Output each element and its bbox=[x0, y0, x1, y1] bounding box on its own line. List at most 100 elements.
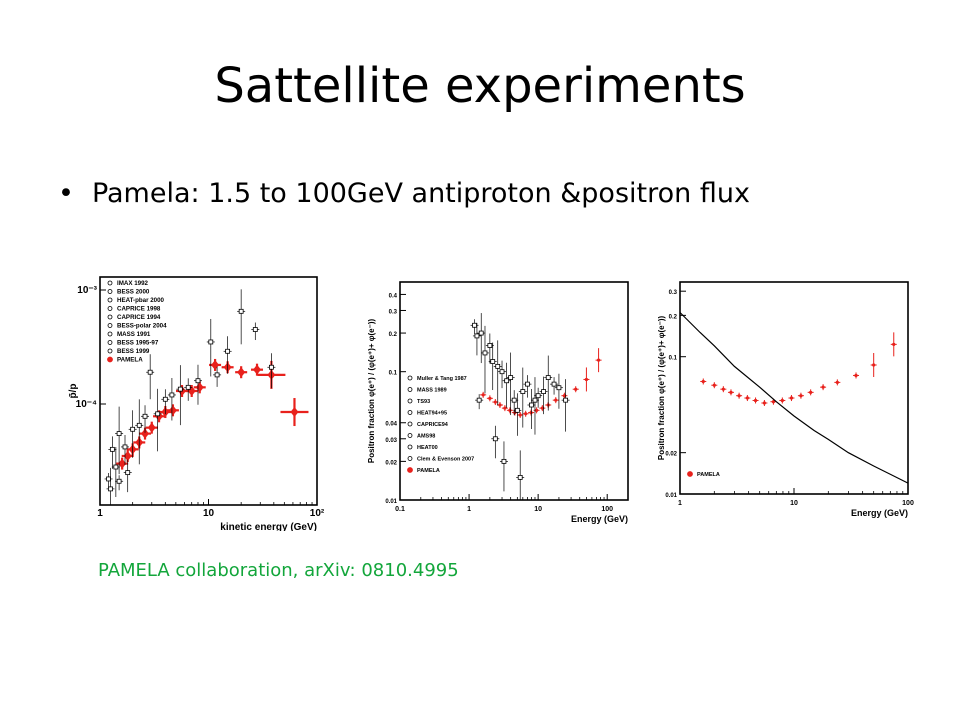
positron-fraction-chart-all: 0.1 1 10 100 0.4 0.3 0.2 0.1 0.04 0.03 0.02 0.01 Ene… bbox=[367, 281, 629, 524]
pamela-point bbox=[290, 407, 299, 418]
y-axis-label: p̄/p bbox=[68, 384, 79, 399]
y-tick-label: 0.2 bbox=[389, 332, 398, 338]
pamela-point bbox=[518, 413, 522, 417]
pamela-point bbox=[872, 363, 876, 367]
data-point bbox=[541, 389, 547, 394]
legend-label: MASS 1989 bbox=[417, 388, 447, 394]
legend-marker bbox=[107, 280, 113, 286]
x-tick-label: 1 bbox=[97, 508, 103, 519]
legend-label: CAPRICE 1998 bbox=[117, 306, 161, 313]
data-point bbox=[116, 431, 122, 436]
legend-label: MASS 1991 bbox=[117, 331, 151, 338]
legend-label: BESS 1995-97 bbox=[117, 340, 159, 347]
legend-label: PAMELA bbox=[117, 357, 143, 364]
data-point bbox=[487, 343, 493, 348]
legend-label: HEAT94+95 bbox=[417, 411, 447, 417]
pamela-point bbox=[535, 408, 539, 412]
data-point bbox=[162, 396, 168, 402]
x-tick-label: 10² bbox=[310, 508, 325, 519]
pamela-point bbox=[835, 380, 839, 384]
data-point bbox=[238, 308, 244, 314]
pamela-point bbox=[508, 408, 512, 412]
data-point bbox=[551, 381, 557, 387]
legend-marker bbox=[107, 331, 113, 337]
y-axis-label: Positron fraction φ(e⁺) / (φ(e⁺)+ φ(e⁻)) bbox=[367, 319, 376, 464]
data-point bbox=[556, 385, 562, 391]
data-point bbox=[545, 375, 551, 380]
data-point bbox=[113, 464, 119, 470]
legend-label: CAPRICE 1994 bbox=[117, 314, 161, 321]
bullet-item: • Pamela: 1.5 to 100GeV antiproton &posit… bbox=[58, 178, 750, 209]
legend-label: BESS-polar 2004 bbox=[117, 323, 167, 330]
pamela-point bbox=[584, 377, 589, 382]
data-point bbox=[492, 436, 498, 442]
legend-marker bbox=[107, 314, 113, 320]
data-point bbox=[474, 333, 480, 339]
data-point bbox=[125, 470, 131, 476]
data-point bbox=[482, 350, 488, 356]
x-axis-label: kinetic energy (GeV) bbox=[220, 522, 317, 531]
data-point bbox=[136, 422, 142, 428]
y-tick-label: 0.03 bbox=[385, 438, 397, 444]
x-tick-label: 0.1 bbox=[395, 506, 405, 513]
data-point bbox=[108, 486, 113, 492]
legend-marker bbox=[407, 387, 413, 392]
positron-fraction-chart-pamela: 1 10 100 0.3 0.2 0.1 0.02 0.01 Energy (GeV) Posit… bbox=[657, 281, 914, 518]
data-point bbox=[109, 446, 115, 452]
pamela-point bbox=[799, 394, 803, 398]
legend-label: HEAT00 bbox=[417, 445, 438, 451]
data-point bbox=[478, 330, 484, 336]
legend-label: Clem & Evenson 2007 bbox=[417, 457, 474, 463]
data-point bbox=[269, 364, 274, 370]
data-point bbox=[520, 389, 526, 394]
data-point bbox=[563, 397, 569, 403]
data-point bbox=[529, 402, 534, 408]
y-tick-label: 0.01 bbox=[385, 499, 397, 505]
pamela-point bbox=[123, 450, 132, 461]
y-tick-label: 0.4 bbox=[389, 293, 398, 299]
pamela-point bbox=[737, 394, 741, 398]
legend-label: PAMELA bbox=[417, 468, 440, 474]
x-tick-label: 10 bbox=[790, 500, 798, 507]
pamela-point bbox=[574, 387, 578, 391]
data-point bbox=[525, 381, 530, 387]
y-tick-label: 0.02 bbox=[665, 452, 677, 458]
y-tick-label: 0.1 bbox=[669, 356, 678, 362]
legend-label: IMAX 1992 bbox=[117, 280, 149, 287]
data-point bbox=[535, 393, 541, 399]
legend-label: HEAT-pbar 2000 bbox=[117, 297, 165, 304]
pamela-point bbox=[253, 364, 262, 375]
pamela-point bbox=[745, 396, 749, 400]
data-point bbox=[514, 407, 520, 413]
pamela-point bbox=[701, 379, 705, 384]
data-point bbox=[130, 426, 136, 432]
pamela-point bbox=[118, 458, 127, 469]
legend-label: BESS 2000 bbox=[117, 289, 150, 296]
legend-label: PAMELA bbox=[697, 472, 720, 478]
data-point bbox=[155, 411, 161, 417]
pamela-point bbox=[498, 403, 502, 407]
x-tick-label: 1 bbox=[678, 500, 682, 507]
pamela-point bbox=[481, 393, 485, 397]
citation: PAMELA collaboration, arXiv: 0810.4995 bbox=[98, 560, 459, 581]
data-point bbox=[511, 397, 517, 403]
y-tick-label: 0.02 bbox=[385, 460, 397, 466]
pamela-point bbox=[854, 373, 858, 378]
pamela-point bbox=[712, 383, 716, 387]
pamela-point bbox=[789, 396, 794, 400]
data-point bbox=[476, 397, 482, 403]
data-point bbox=[116, 478, 122, 484]
model-curve bbox=[679, 312, 909, 484]
pamela-point bbox=[729, 390, 733, 394]
legend-marker bbox=[107, 356, 113, 363]
data-point bbox=[122, 444, 128, 450]
data-point bbox=[142, 413, 148, 419]
pamela-point bbox=[721, 387, 725, 391]
x-tick-label: 10 bbox=[534, 506, 542, 513]
data-point bbox=[195, 378, 201, 384]
pamela-point bbox=[529, 410, 533, 415]
pamela-point bbox=[493, 400, 497, 404]
legend-marker bbox=[407, 410, 413, 415]
pamela-point bbox=[237, 367, 246, 378]
x-tick-label: 100 bbox=[601, 506, 613, 513]
